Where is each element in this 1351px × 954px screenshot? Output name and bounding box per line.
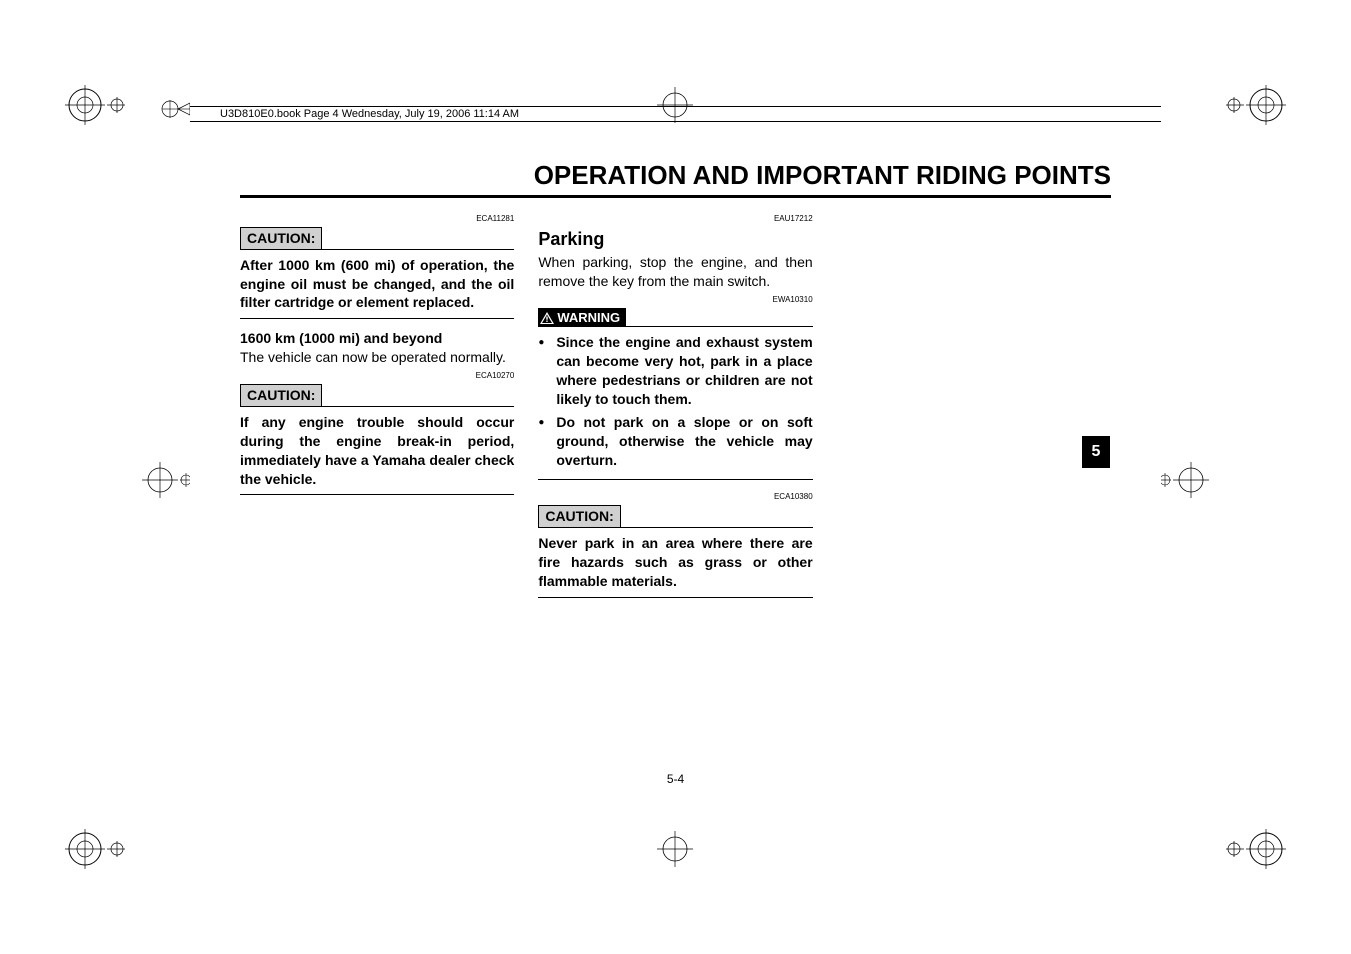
column-3 xyxy=(837,214,1111,608)
warning-label-text: WARNING xyxy=(557,310,620,325)
column-2: EAU17212 Parking When parking, stop the … xyxy=(538,214,812,608)
caution-body: Never park in an area where there are fi… xyxy=(538,534,812,598)
page-number: 5-4 xyxy=(0,772,1351,786)
reference-code: ECA10380 xyxy=(538,492,812,503)
caution-body: If any engine trouble should occur durin… xyxy=(240,413,514,496)
subheading: 1600 km (1000 mi) and beyond xyxy=(240,329,514,348)
warning-list: Since the engine and exhaust system can … xyxy=(538,333,812,480)
registration-mark-bottom-left xyxy=(65,819,125,879)
header-arrow-icon xyxy=(160,94,190,129)
content-columns: ECA11281 CAUTION: After 1000 km (600 mi)… xyxy=(240,214,1111,608)
column-1: ECA11281 CAUTION: After 1000 km (600 mi)… xyxy=(240,214,514,608)
body-text: When parking, stop the engine, and then … xyxy=(538,253,812,291)
body-text: The vehicle can now be operated normally… xyxy=(240,348,514,367)
caution-label: CAUTION: xyxy=(240,227,322,250)
document-header-text: U3D810E0.book Page 4 Wednesday, July 19,… xyxy=(220,108,519,120)
caution-label: CAUTION: xyxy=(538,505,620,528)
page-content: OPERATION AND IMPORTANT RIDING POINTS EC… xyxy=(240,160,1111,608)
section-heading: Parking xyxy=(538,227,812,251)
reference-code: EAU17212 xyxy=(538,214,812,225)
document-header: U3D810E0.book Page 4 Wednesday, July 19,… xyxy=(190,106,1161,122)
reference-code: EWA10310 xyxy=(538,295,812,306)
registration-mark-top-right xyxy=(1226,75,1286,135)
reference-code: ECA11281 xyxy=(240,214,514,225)
warning-label: WARNING xyxy=(538,308,626,328)
registration-mark-bottom-right xyxy=(1226,819,1286,879)
warning-item: Since the engine and exhaust system can … xyxy=(556,333,812,409)
warning-triangle-icon xyxy=(540,312,554,324)
registration-mark-mid-top xyxy=(645,75,705,135)
caution-label: CAUTION: xyxy=(240,384,322,407)
warning-item: Do not park on a slope or on soft ground… xyxy=(556,413,812,470)
registration-mark-mid-bottom xyxy=(645,819,705,879)
chapter-title: OPERATION AND IMPORTANT RIDING POINTS xyxy=(240,160,1111,198)
chapter-thumb-tab: 5 xyxy=(1082,436,1110,468)
registration-mark-mid-right xyxy=(1161,450,1221,510)
caution-body: After 1000 km (600 mi) of operation, the… xyxy=(240,256,514,320)
registration-mark-mid-left xyxy=(130,450,190,510)
registration-mark-top-left xyxy=(65,75,125,135)
reference-code: ECA10270 xyxy=(240,371,514,382)
